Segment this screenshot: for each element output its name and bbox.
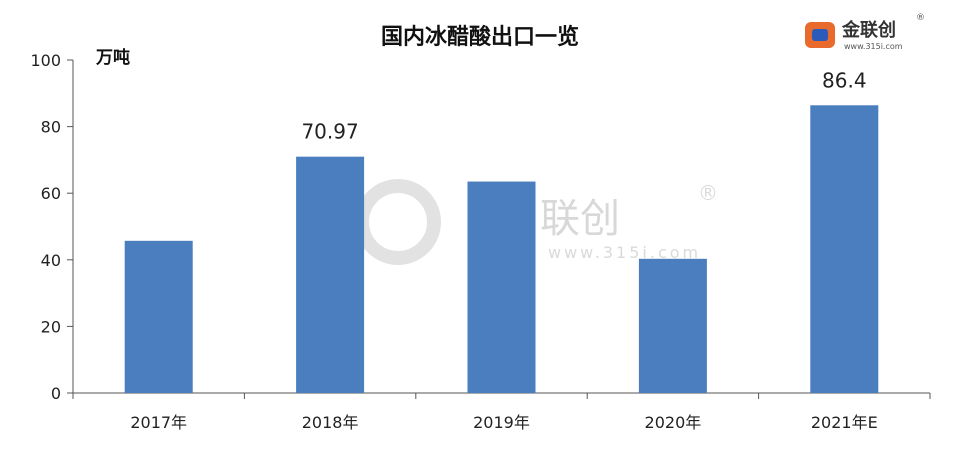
chart-title: 国内冰醋酸出口一览 [381,24,579,50]
logo-name: 金联创 [841,19,896,41]
watermark-logo-icon [355,179,441,265]
x-tick-label: 2019年 [473,413,530,432]
logo-site: www.315i.com [844,42,903,51]
logo-mark-inner-icon [812,29,828,41]
x-tick-label: 2020年 [645,413,702,432]
watermark-site: www.315i.com [548,243,701,262]
data-label: 70.97 [301,120,358,144]
watermark: 联创 www.315i.com ® [355,179,718,265]
bar [296,156,365,393]
y-tick-label: 80 [41,118,61,137]
x-tick-label: 2021年E [811,413,878,432]
y-ticks: 0 20 40 60 80 100 [30,51,73,403]
bars [124,105,879,394]
y-tick-label: 60 [41,184,61,203]
x-tick-label: 2017年 [130,413,187,432]
data-labels: 70.97 86.4 [301,68,866,143]
data-label: 86.4 [822,68,867,92]
watermark-registered: ® [698,181,718,205]
bar [124,240,193,393]
y-tick-label: 100 [30,51,61,70]
bar [467,181,536,393]
x-tick-label: 2018年 [302,413,359,432]
watermark-name: 联创 [540,196,620,242]
x-tick-labels: 2017年 2018年 2019年 2020年 2021年E [130,413,877,432]
y-tick-label: 0 [51,384,61,403]
brand-logo: 金联创 www.315i.com ® [805,13,925,51]
y-axis-unit-label: 万吨 [95,47,130,68]
y-tick-label: 40 [41,251,61,270]
bar [638,258,707,393]
bar [810,105,879,394]
logo-registered: ® [916,13,925,23]
y-tick-label: 20 [41,317,61,336]
